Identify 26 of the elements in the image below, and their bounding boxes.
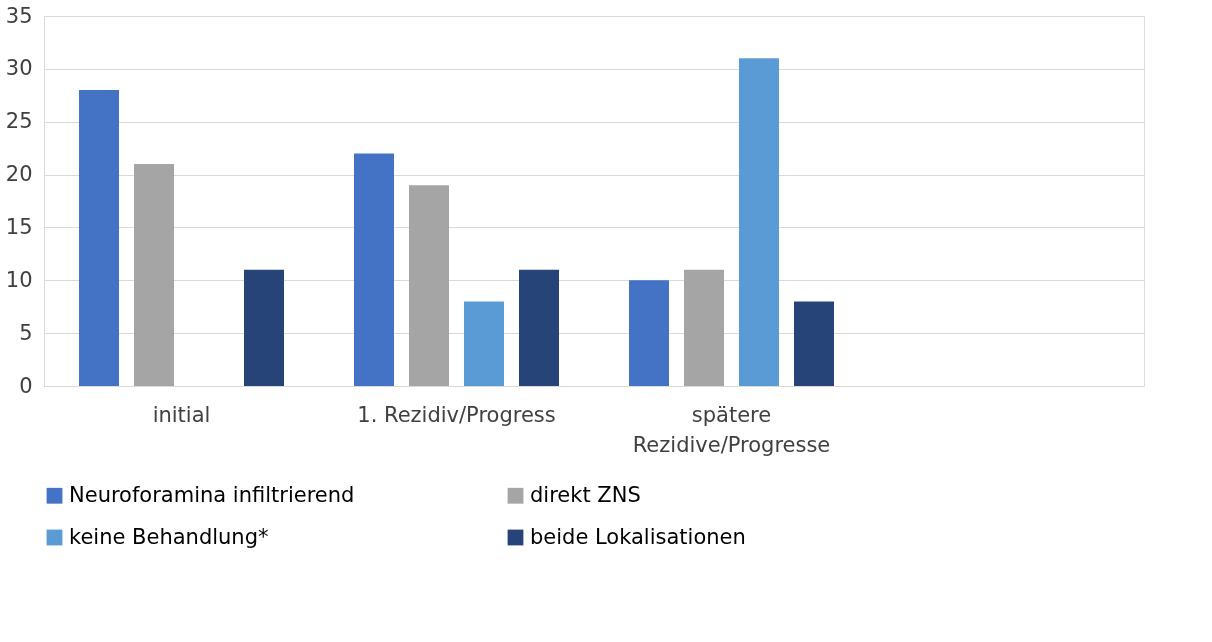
x-tick-label: spätere Rezidive/Progresse (632, 402, 831, 457)
bar (354, 153, 394, 386)
legend-label: beide Lokalisationen (530, 524, 746, 549)
bar (629, 280, 669, 386)
bar (519, 269, 559, 386)
bar (464, 301, 504, 386)
bar (409, 185, 449, 386)
bar (244, 269, 284, 386)
bar (794, 301, 834, 386)
x-tick-label: 1. Rezidiv/Progress (357, 402, 556, 427)
y-tick-label: 5 (19, 320, 33, 345)
y-tick-label: 25 (5, 109, 33, 134)
y-tick-label: 35 (5, 3, 33, 28)
y-tick-label: 20 (5, 162, 33, 187)
y-tick-label: 10 (5, 267, 33, 292)
x-tick-label: initial (152, 402, 211, 427)
legend-label: Neuroforamina infiltrierend (69, 482, 355, 507)
bar (684, 269, 724, 386)
y-tick-label: 15 (5, 214, 33, 239)
bar (79, 90, 119, 386)
y-tick-label: 30 (5, 56, 33, 81)
y-tick-label: 0 (19, 373, 33, 398)
legend-label: direkt ZNS (530, 482, 641, 507)
legend-label: keine Behandlung* (69, 524, 269, 549)
bar (134, 164, 174, 386)
bar (739, 58, 779, 386)
